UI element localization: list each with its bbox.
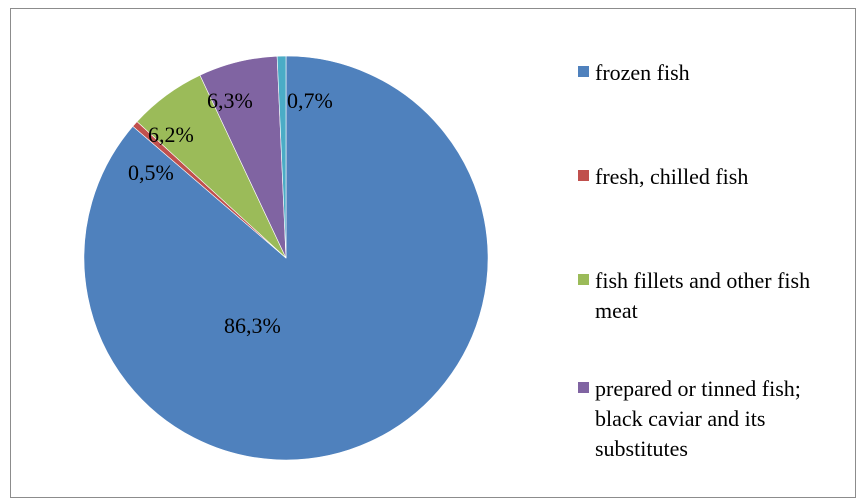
legend-swatch-fish-fillets bbox=[578, 274, 589, 285]
legend-label-fresh-chilled-fish: fresh, chilled fish bbox=[595, 164, 749, 189]
legend-label-fish-fillets: fish fillets and other fish meat bbox=[595, 268, 811, 323]
legend-label-frozen-fish: frozen fish bbox=[595, 60, 690, 85]
legend-label-prepared-tinned-fish: prepared or tinned fish; black caviar an… bbox=[595, 376, 801, 461]
legend-swatch-fresh-chilled-fish bbox=[578, 170, 589, 181]
pie-value-label-other: 0,7% bbox=[287, 88, 333, 113]
pie-value-label-fish-fillets: 6,2% bbox=[148, 122, 194, 147]
legend-item-frozen-fish: frozen fish bbox=[578, 58, 845, 88]
pie-value-label-fresh-chilled-fish: 0,5% bbox=[128, 160, 174, 185]
legend-swatch-prepared-tinned-fish bbox=[578, 382, 589, 393]
legend-swatch-frozen-fish bbox=[578, 66, 589, 77]
legend: frozen fish fresh, chilled fish fish fil… bbox=[578, 0, 848, 503]
legend-item-fresh-chilled-fish: fresh, chilled fish bbox=[578, 162, 845, 192]
legend-item-prepared-tinned-fish: prepared or tinned fish; black caviar an… bbox=[578, 374, 845, 464]
pie-slice-other bbox=[276, 55, 287, 259]
legend-item-fish-fillets: fish fillets and other fish meat bbox=[578, 266, 845, 326]
pie-value-label-frozen-fish: 86,3% bbox=[224, 313, 281, 338]
pie-value-label-prepared-tinned-fish: 6,3% bbox=[207, 88, 253, 113]
